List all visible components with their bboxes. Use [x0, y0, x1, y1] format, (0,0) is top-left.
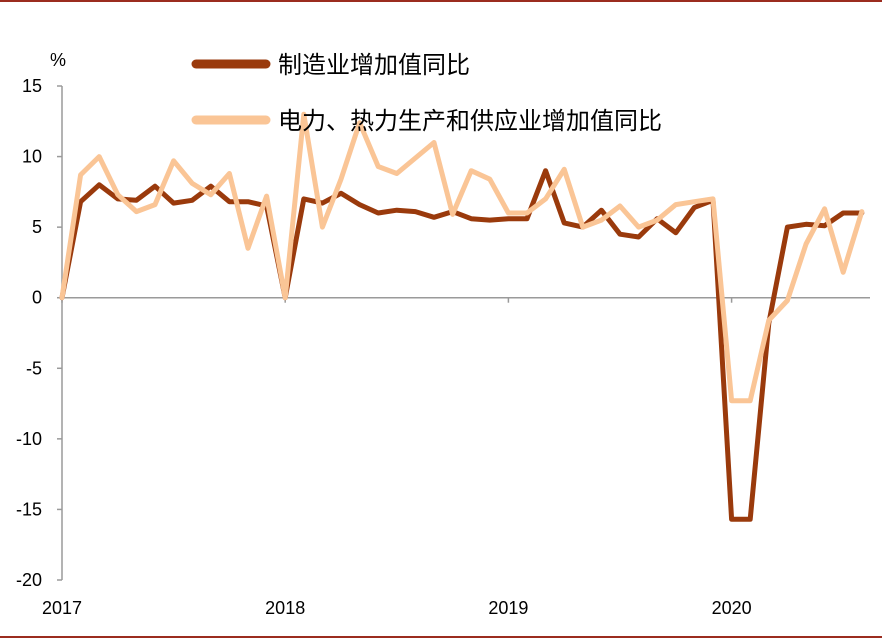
- y-tick-label: 15: [22, 76, 42, 96]
- y-tick-label: 10: [22, 147, 42, 167]
- y-tick-label: -20: [16, 570, 42, 590]
- bottom-border: [0, 636, 882, 638]
- y-tick-label: 5: [32, 217, 42, 237]
- series-layer: [59, 111, 865, 522]
- legend-label-2: 电力、热力生产和供应业增加值同比: [278, 107, 662, 135]
- axes: 15 10 5 0 -5 -10 -15 -20% 2017 2018 2019 2020: [16, 50, 870, 618]
- series-line-2: [59, 111, 865, 404]
- y-tick-label: -5: [26, 358, 42, 378]
- y-tick-label: -15: [16, 499, 42, 519]
- series-line-1: [59, 168, 865, 522]
- y-axis-unit-label: %: [50, 50, 66, 70]
- y-tick-label: -10: [16, 429, 42, 449]
- x-tick-label: 2018: [265, 598, 305, 618]
- x-tick-label: 2017: [42, 598, 82, 618]
- y-tick-label: 0: [32, 288, 42, 308]
- x-tick-label: 2019: [488, 598, 528, 618]
- x-tick-label: 2020: [712, 598, 752, 618]
- top-border: [0, 0, 882, 2]
- legend-label-1: 制造业增加值同比: [278, 51, 470, 79]
